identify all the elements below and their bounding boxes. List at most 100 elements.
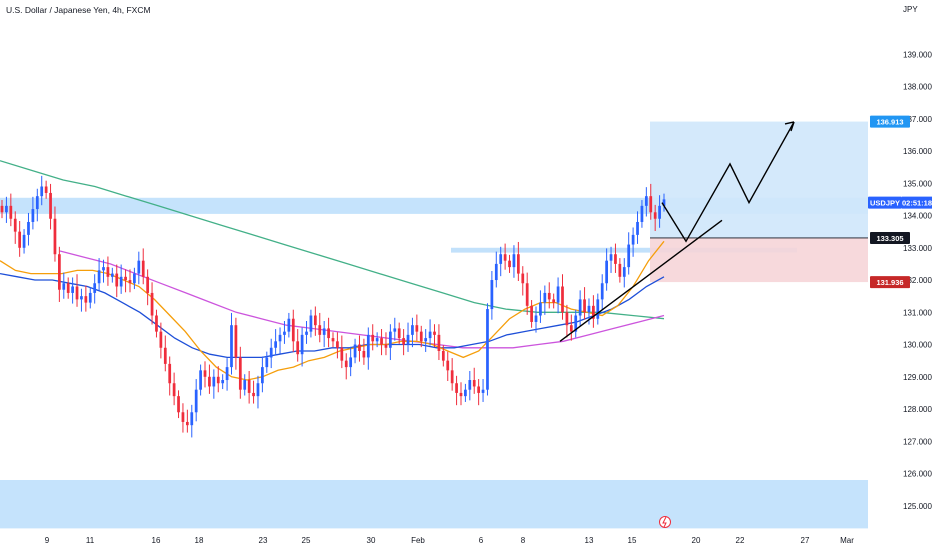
candle[interactable] [137, 251, 141, 285]
candle[interactable] [481, 379, 485, 402]
candle[interactable] [106, 256, 110, 286]
candle[interactable] [393, 317, 397, 341]
candle[interactable] [477, 379, 481, 406]
candle[interactable] [238, 346, 242, 399]
candle[interactable] [261, 356, 264, 393]
candle[interactable] [18, 221, 22, 257]
candle[interactable] [503, 243, 507, 270]
candle[interactable] [508, 254, 511, 273]
candle[interactable] [234, 317, 238, 370]
candle[interactable] [119, 264, 123, 294]
candle[interactable] [397, 322, 401, 344]
candle[interactable] [102, 259, 105, 283]
candle[interactable] [441, 345, 445, 367]
candle[interactable] [640, 200, 644, 228]
event-marker-icon[interactable] [659, 516, 671, 528]
candle[interactable] [53, 206, 57, 262]
candle[interactable] [124, 269, 127, 293]
candle[interactable] [150, 282, 154, 325]
candle[interactable] [177, 390, 180, 419]
candle[interactable] [389, 324, 392, 361]
candle[interactable] [88, 287, 92, 309]
candle[interactable] [605, 248, 608, 291]
candle[interactable] [556, 277, 560, 314]
projection-path[interactable] [661, 121, 795, 243]
candle[interactable] [622, 258, 626, 288]
candle[interactable] [428, 319, 432, 346]
bottom-zone[interactable] [0, 480, 868, 529]
candle[interactable] [35, 188, 39, 222]
candle[interactable] [110, 267, 114, 283]
stop-box[interactable] [650, 237, 868, 283]
candle[interactable] [291, 309, 295, 352]
candle[interactable] [486, 303, 489, 396]
candle[interactable] [84, 285, 88, 312]
candle[interactable] [13, 211, 17, 244]
candle[interactable] [631, 227, 635, 257]
candle[interactable] [362, 338, 366, 365]
candle[interactable] [5, 196, 8, 223]
candle[interactable] [340, 335, 344, 369]
candle[interactable] [327, 317, 330, 348]
candle[interactable] [155, 309, 158, 338]
candle[interactable] [49, 183, 52, 230]
candle[interactable] [9, 193, 13, 227]
candle[interactable] [411, 317, 414, 348]
candle[interactable] [516, 241, 520, 281]
candle[interactable] [190, 404, 194, 438]
candle[interactable] [380, 329, 383, 356]
candle[interactable] [446, 351, 450, 381]
candle[interactable] [221, 374, 225, 390]
candle[interactable] [194, 379, 198, 422]
candle[interactable] [402, 329, 405, 356]
support-zone[interactable] [451, 247, 797, 253]
candle[interactable] [618, 258, 622, 283]
candle[interactable] [375, 332, 379, 348]
candle[interactable] [128, 269, 132, 293]
candle[interactable] [252, 380, 255, 404]
candle[interactable] [225, 358, 229, 391]
candle[interactable] [146, 269, 150, 306]
candle[interactable] [636, 211, 639, 244]
candle[interactable] [574, 309, 578, 338]
candle[interactable] [578, 290, 582, 327]
candle[interactable] [159, 322, 163, 359]
candle[interactable] [71, 277, 74, 304]
candle[interactable] [437, 324, 441, 361]
candle[interactable] [212, 369, 216, 399]
candle[interactable] [384, 332, 388, 356]
candle[interactable] [565, 304, 569, 338]
candle[interactable] [274, 329, 277, 356]
candle[interactable] [609, 246, 613, 273]
candle[interactable] [313, 306, 317, 336]
candle[interactable] [371, 324, 375, 351]
candle[interactable] [172, 372, 176, 406]
candle[interactable] [534, 306, 538, 333]
candle[interactable] [115, 264, 119, 298]
candle[interactable] [287, 312, 291, 338]
candle[interactable] [366, 327, 370, 370]
candle[interactable] [464, 383, 467, 402]
candle[interactable] [230, 312, 233, 375]
candle[interactable] [658, 195, 661, 228]
candle[interactable] [256, 375, 260, 409]
candle[interactable] [596, 293, 600, 325]
candle[interactable] [450, 358, 454, 391]
candle[interactable] [278, 327, 282, 354]
candle[interactable] [543, 285, 547, 315]
candle[interactable] [358, 335, 361, 362]
candle[interactable] [62, 272, 66, 299]
candle[interactable] [309, 309, 313, 338]
candle[interactable] [512, 245, 516, 278]
candle[interactable] [561, 274, 564, 320]
candle[interactable] [552, 293, 556, 309]
candle[interactable] [494, 251, 498, 288]
candle[interactable] [133, 267, 136, 290]
candle[interactable] [97, 258, 101, 291]
candle[interactable] [208, 364, 211, 394]
candle[interactable] [649, 183, 653, 220]
candle[interactable] [344, 353, 348, 380]
target-box[interactable] [650, 121, 868, 238]
candle[interactable] [600, 274, 604, 311]
